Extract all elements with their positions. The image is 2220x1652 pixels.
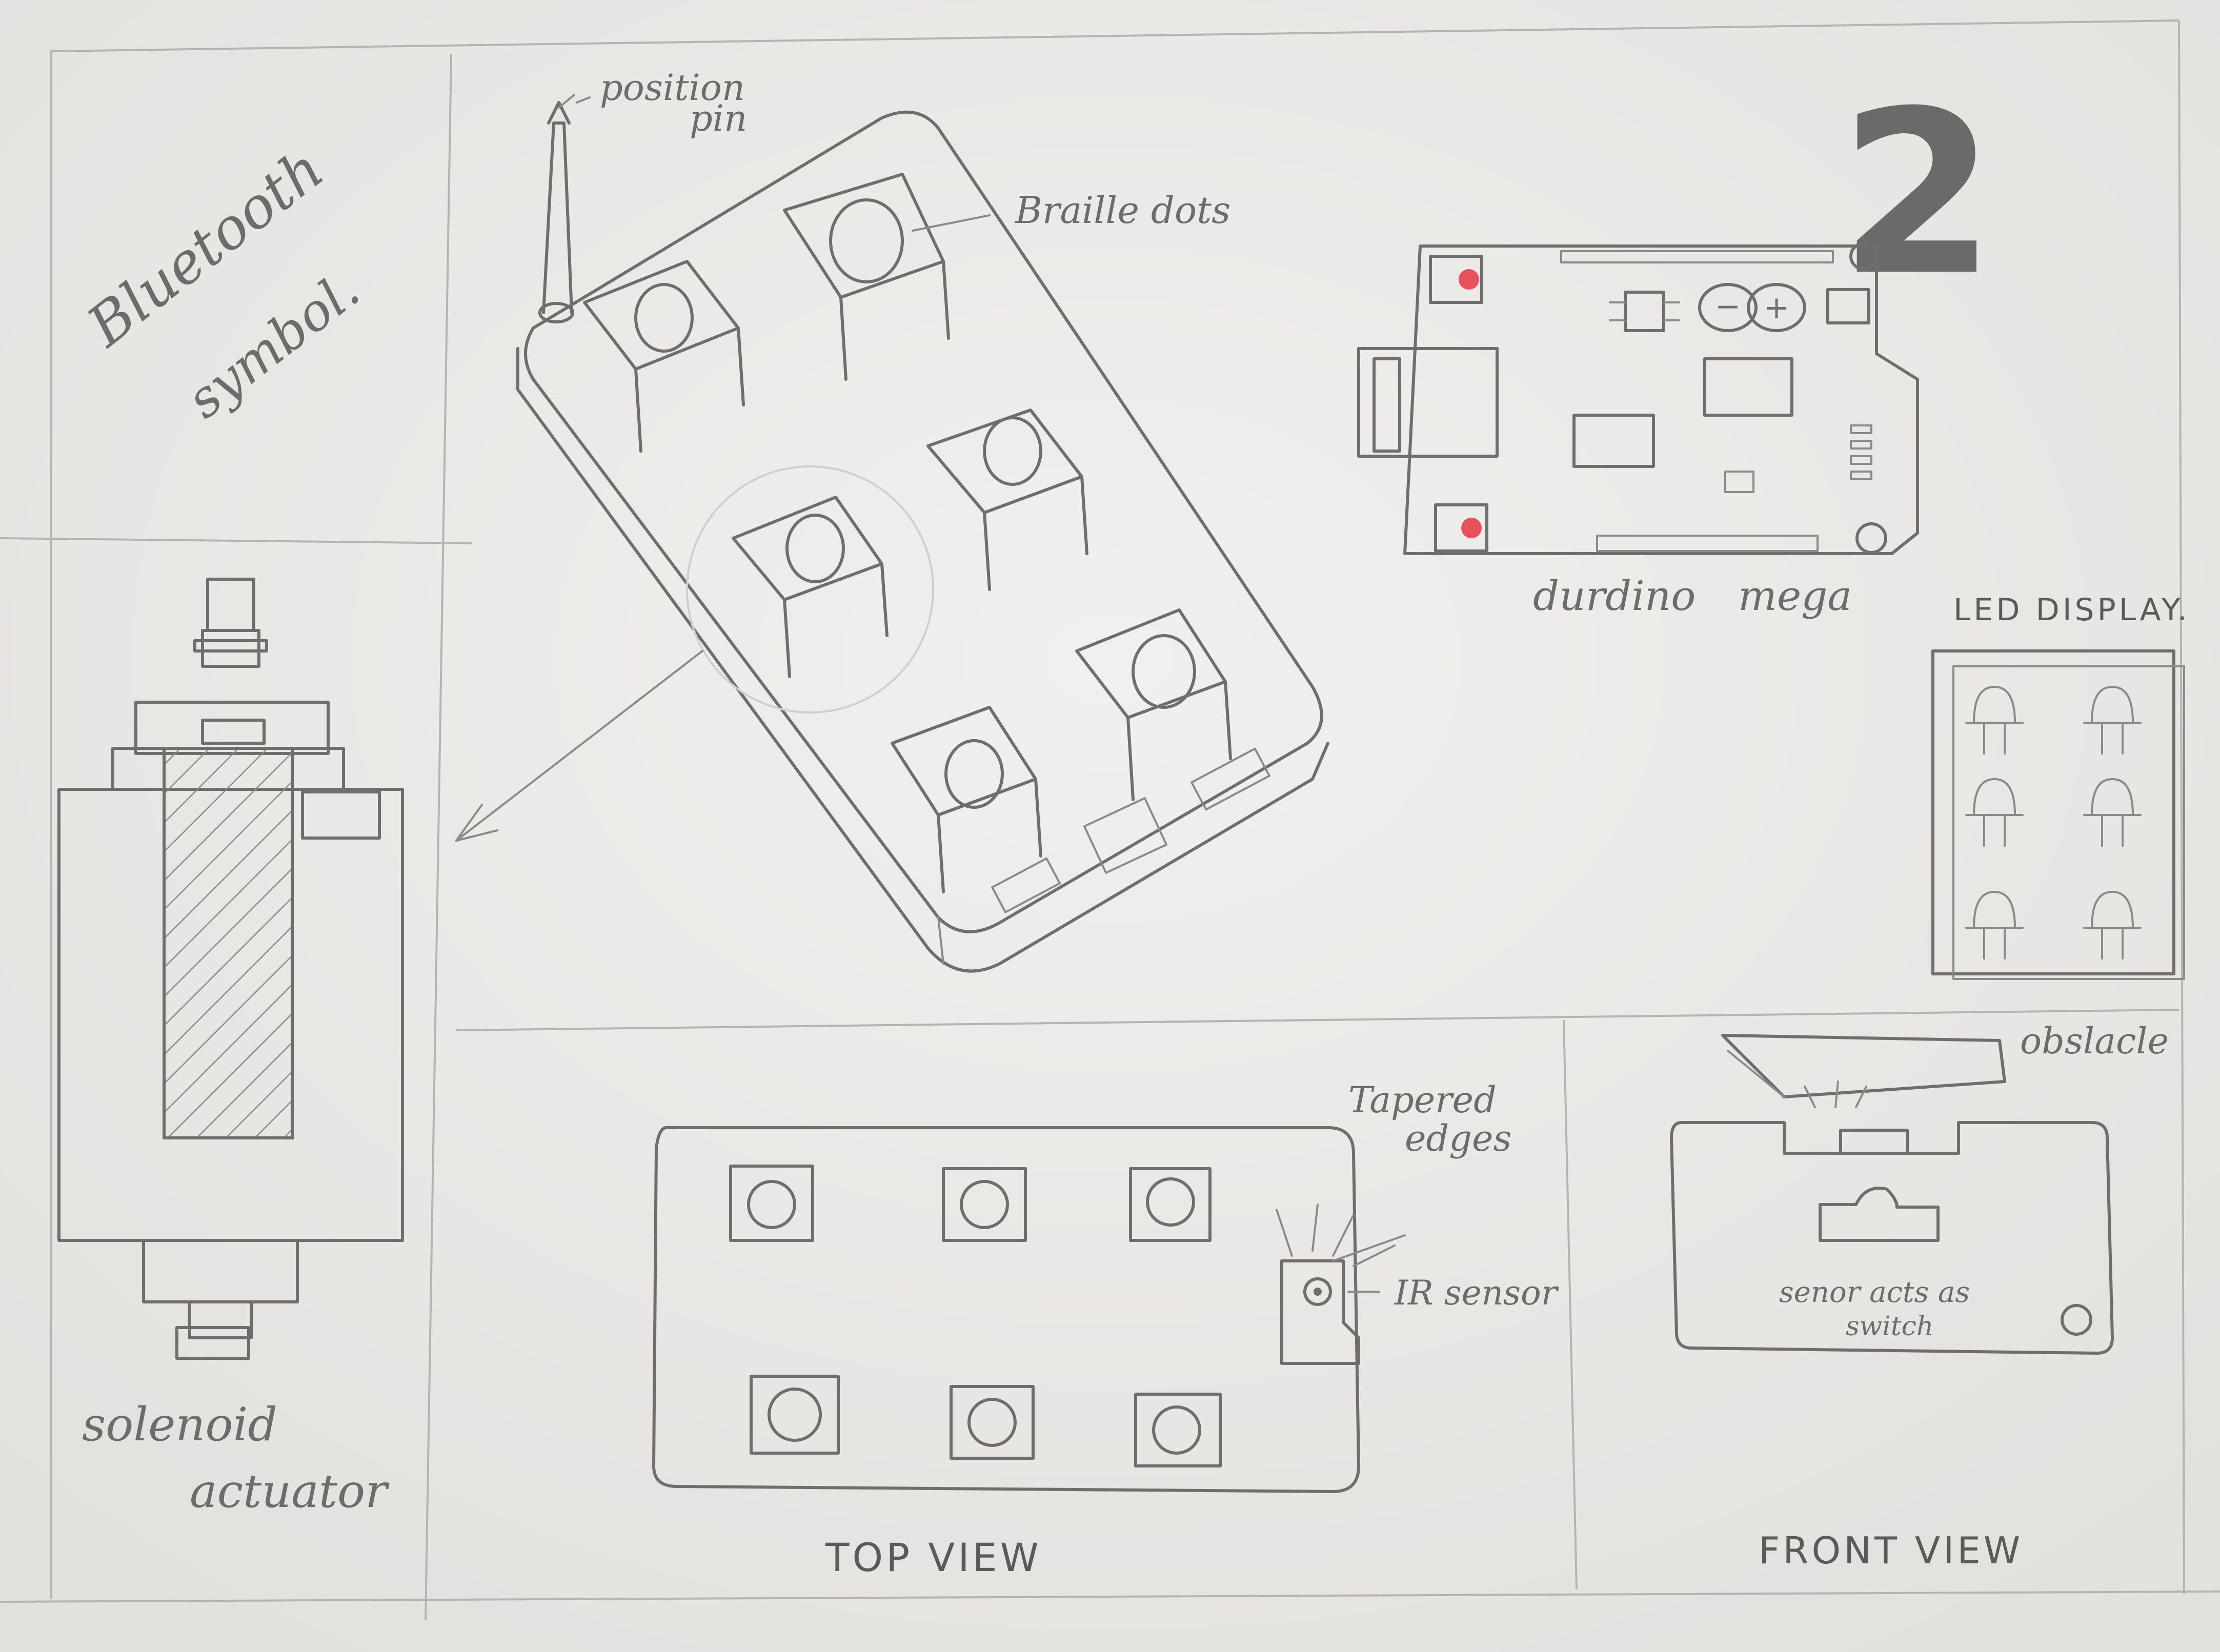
- solenoid-label: solenoid: [82, 1398, 277, 1452]
- braille-device-isometric: position pin Braille dots: [455, 67, 1329, 973]
- solenoid-actuator-drawing: solenoid actuator: [57, 578, 404, 1518]
- top-view-title: TOP VIEW: [825, 1535, 1042, 1580]
- front-view-title: FRONT VIEW: [1759, 1529, 2023, 1572]
- page-number: 2: [1839, 63, 1996, 325]
- red-dot-bottom: [1461, 518, 1482, 538]
- tapered-label: Tapered: [1348, 1079, 1497, 1121]
- panel-grid: [0, 19, 2220, 1620]
- obstacle-label: obslacle: [2020, 1020, 2169, 1062]
- pin-label: pin: [690, 97, 747, 139]
- ir-sensor-label: IR sensor: [1394, 1273, 1559, 1313]
- sensor-acts-label: senor acts as: [1779, 1276, 1970, 1309]
- arduino-word2: mega: [1738, 572, 1852, 620]
- braille-dots-label: Braille dots: [1014, 189, 1230, 232]
- arduino-mega-drawing: − + durdino mega: [1357, 242, 1919, 620]
- svg-text:+: +: [1764, 290, 1789, 325]
- svg-text:2: 2: [1839, 63, 1996, 325]
- switch-label: switch: [1846, 1311, 1933, 1342]
- arduino-word1: durdino: [1533, 572, 1696, 620]
- actuator-label: actuator: [190, 1464, 390, 1518]
- svg-text:−: −: [1715, 289, 1741, 324]
- led-display-drawing: LED DISPLAY.: [1931, 592, 2190, 980]
- front-view-drawing: obslacle senor acts as switch FRONT VIEW: [1670, 1020, 2169, 1572]
- red-dot-top: [1459, 269, 1479, 290]
- position-label: position: [600, 67, 745, 109]
- top-view-drawing: Tapered edges IR sensor TOP VIEW: [652, 1079, 1559, 1580]
- edges-label: edges: [1405, 1117, 1511, 1159]
- led-display-title: LED DISPLAY.: [1953, 592, 2190, 628]
